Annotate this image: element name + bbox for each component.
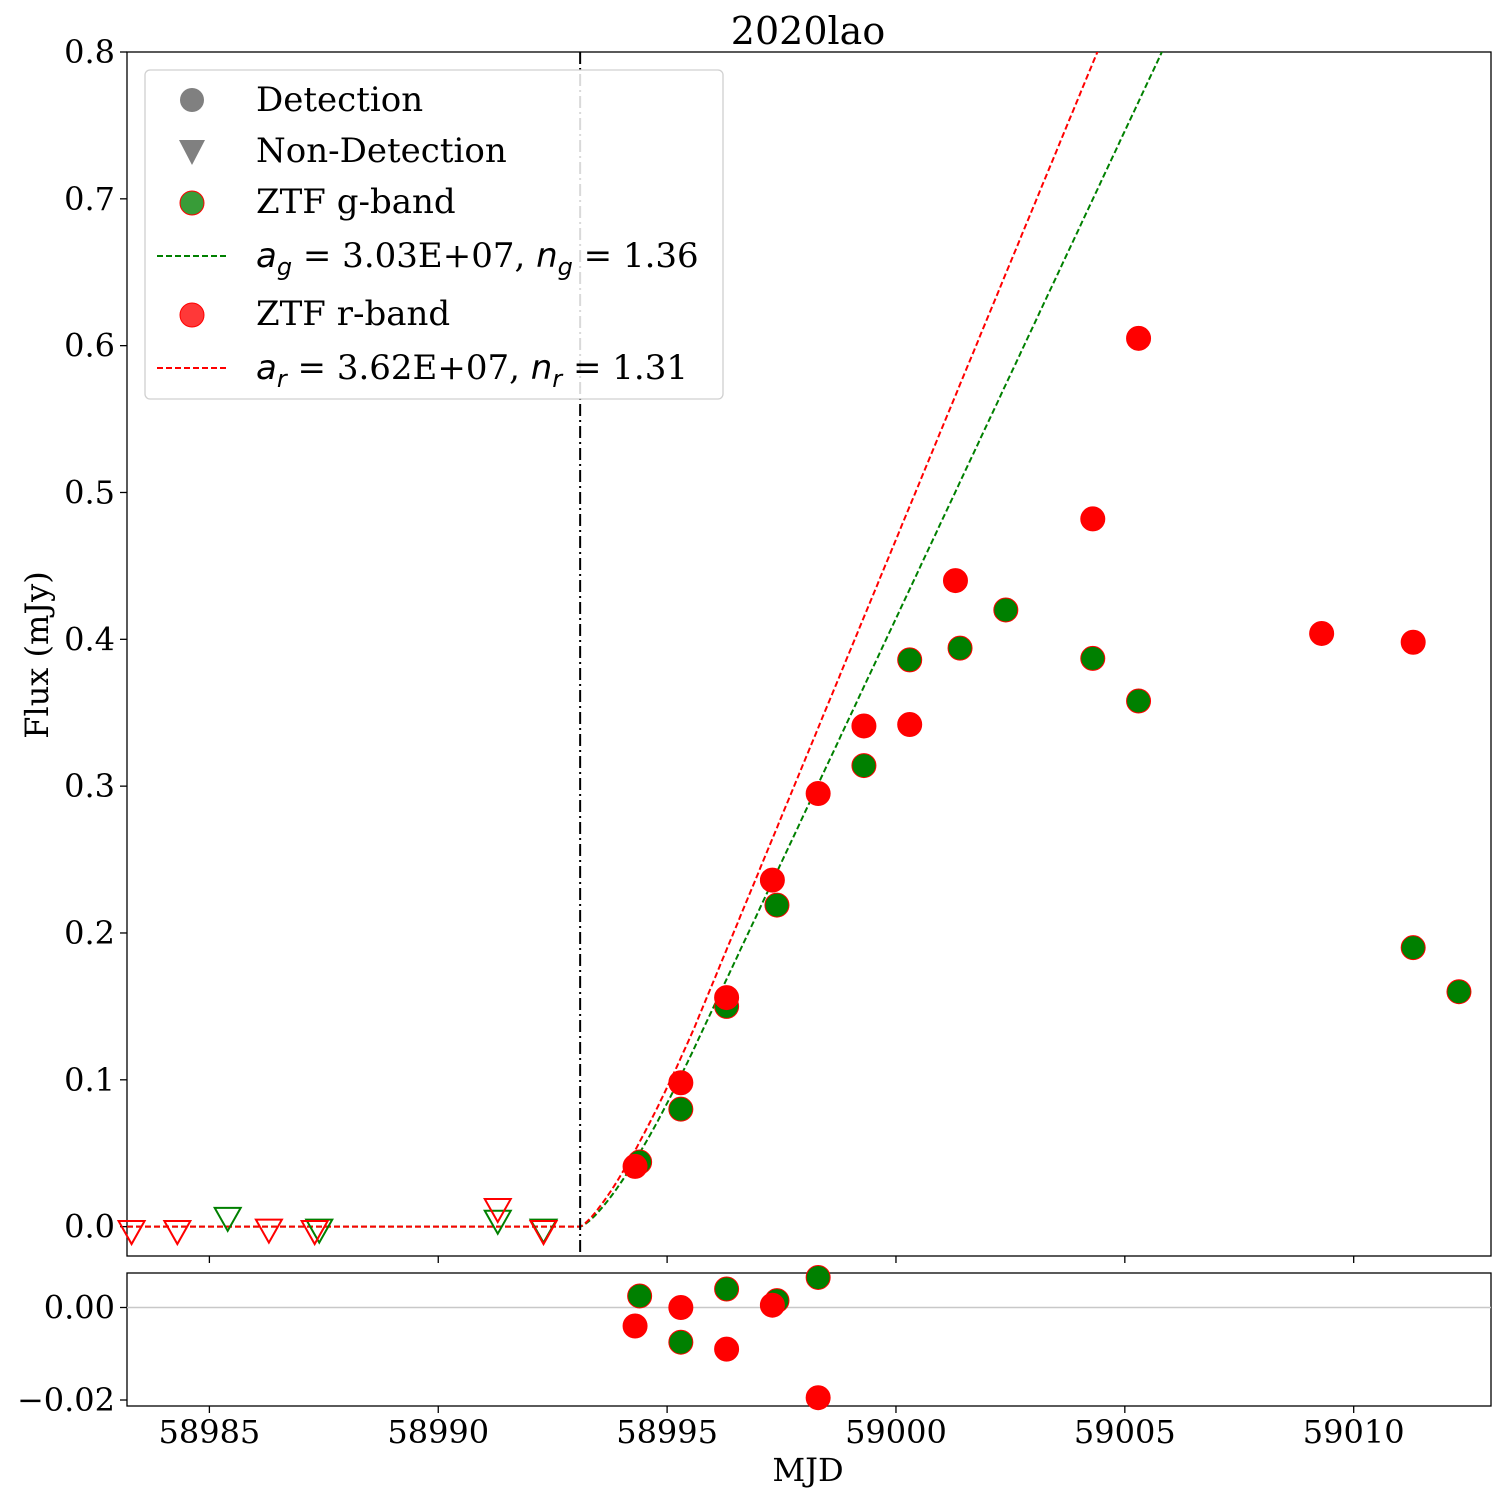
y-tick-label: 0.4 <box>64 620 115 658</box>
x-tick-label: 59010 <box>1303 1413 1405 1451</box>
detection-marker-r <box>714 985 740 1011</box>
legend-g-fit-a-value: = 3.03E+07, <box>292 236 536 276</box>
legend-g-fit-a-symbol: a <box>256 236 277 276</box>
detection-marker-g <box>1126 688 1152 714</box>
nondetection-marker-r <box>254 1218 284 1245</box>
legend-g-fit-n-subscript: g <box>558 253 573 281</box>
legend-r-fit-n-symbol: n <box>531 348 553 388</box>
residual-marker-r <box>622 1313 648 1339</box>
data-markers <box>116 325 1472 1411</box>
detection-marker-r <box>1309 620 1335 646</box>
detection-marker-r <box>1126 325 1152 351</box>
nondetection-marker-g <box>212 1206 243 1233</box>
residual-marker-r <box>714 1336 740 1362</box>
detection-marker-g <box>668 1096 694 1122</box>
legend: Detection Non-Detection ZTF g-band ag = … <box>144 69 724 400</box>
residual-marker-r <box>759 1292 785 1318</box>
legend-detection-label: Detection <box>256 80 423 120</box>
residual-y-tick-label: 0.00 <box>44 1289 115 1327</box>
y-tick-label: 0.7 <box>64 180 115 218</box>
fit-curve-r <box>127 52 1099 1228</box>
legend-g-band-marker <box>179 190 205 216</box>
detection-marker-r <box>622 1153 648 1179</box>
legend-box <box>144 69 724 400</box>
legend-r-fit-a-value: = 3.62E+07, <box>287 348 531 388</box>
detection-marker-g <box>1446 979 1472 1005</box>
y-tick-label: 0.0 <box>64 1208 115 1246</box>
nondetection-marker-r <box>299 1220 330 1247</box>
legend-r-band-marker <box>179 302 205 328</box>
legend-nondetection-marker <box>179 140 205 165</box>
detection-marker-g <box>764 892 790 918</box>
residual-y-tick-label: −0.02 <box>17 1381 115 1419</box>
nondetection-marker-r <box>528 1220 559 1247</box>
nondetection-marker-r <box>116 1220 147 1247</box>
x-tick-label: 58985 <box>158 1413 260 1451</box>
y-axis-label: Flux (mJy) <box>18 571 56 738</box>
legend-r-fit-n-subscript: r <box>552 365 564 393</box>
residual-marker-g <box>714 1276 740 1302</box>
residual-marker-g <box>627 1283 653 1309</box>
detection-marker-r <box>668 1070 694 1096</box>
residual-marker-r <box>805 1385 831 1411</box>
chart-title: 2020lao <box>731 9 885 53</box>
legend-r-band-label: ZTF r-band <box>256 294 450 334</box>
detection-marker-g <box>897 647 923 673</box>
legend-g-fit-label: ag = 3.03E+07, ng = 1.36 <box>256 236 699 281</box>
axis-ticks: 58985 58990 58995 59000 59005 59010 0.0 0.1 0.2 0… <box>17 33 1405 1451</box>
legend-g-fit-a-subscript: g <box>277 253 292 281</box>
detection-marker-r <box>897 711 923 737</box>
detection-marker-r <box>851 713 877 739</box>
y-tick-label: 0.2 <box>64 914 115 952</box>
fit-curves <box>127 52 1163 1228</box>
y-tick-label: 0.5 <box>64 473 115 511</box>
legend-g-band-label: ZTF g-band <box>256 182 456 222</box>
detection-marker-r <box>1080 506 1106 532</box>
residual-marker-g <box>668 1329 694 1355</box>
x-tick-label: 59000 <box>845 1413 947 1451</box>
x-tick-label: 58995 <box>616 1413 718 1451</box>
x-tick-label: 58990 <box>387 1413 489 1451</box>
detection-marker-r <box>759 867 785 893</box>
legend-r-fit-a-symbol: a <box>256 348 277 388</box>
legend-r-fit-label: ar = 3.62E+07, nr = 1.31 <box>256 348 688 393</box>
residual-marker-g <box>805 1264 831 1290</box>
nondetection-marker-r <box>483 1198 513 1225</box>
x-tick-label: 59005 <box>1074 1413 1176 1451</box>
nondetection-marker-g <box>483 1209 513 1236</box>
legend-r-fit-n-value: = 1.31 <box>562 348 688 388</box>
detection-marker-r <box>942 568 968 594</box>
nondetection-marker-g <box>304 1218 334 1245</box>
detection-marker-g <box>993 597 1019 623</box>
detection-marker-g <box>1080 645 1106 671</box>
legend-g-fit-n-value: = 1.36 <box>573 236 699 276</box>
detection-marker-g <box>1400 935 1426 961</box>
y-tick-label: 0.3 <box>64 767 115 805</box>
legend-detection-marker <box>180 88 204 112</box>
detection-marker-r <box>805 780 831 806</box>
legend-r-fit-a-subscript: r <box>277 365 289 393</box>
nondetection-marker-r <box>162 1220 193 1247</box>
y-tick-label: 0.1 <box>64 1061 115 1099</box>
main-plot-area <box>126 51 1492 1257</box>
residual-marker-r <box>668 1295 694 1320</box>
y-tick-label: 0.8 <box>64 33 115 71</box>
detection-marker-g <box>851 753 877 779</box>
y-tick-label: 0.6 <box>64 327 115 365</box>
x-axis-label: MJD <box>772 1451 843 1489</box>
legend-g-fit-n-symbol: n <box>536 236 558 276</box>
legend-nondetection-label: Non-Detection <box>256 131 507 171</box>
detection-marker-r <box>1400 629 1426 655</box>
detection-marker-g <box>947 635 973 661</box>
